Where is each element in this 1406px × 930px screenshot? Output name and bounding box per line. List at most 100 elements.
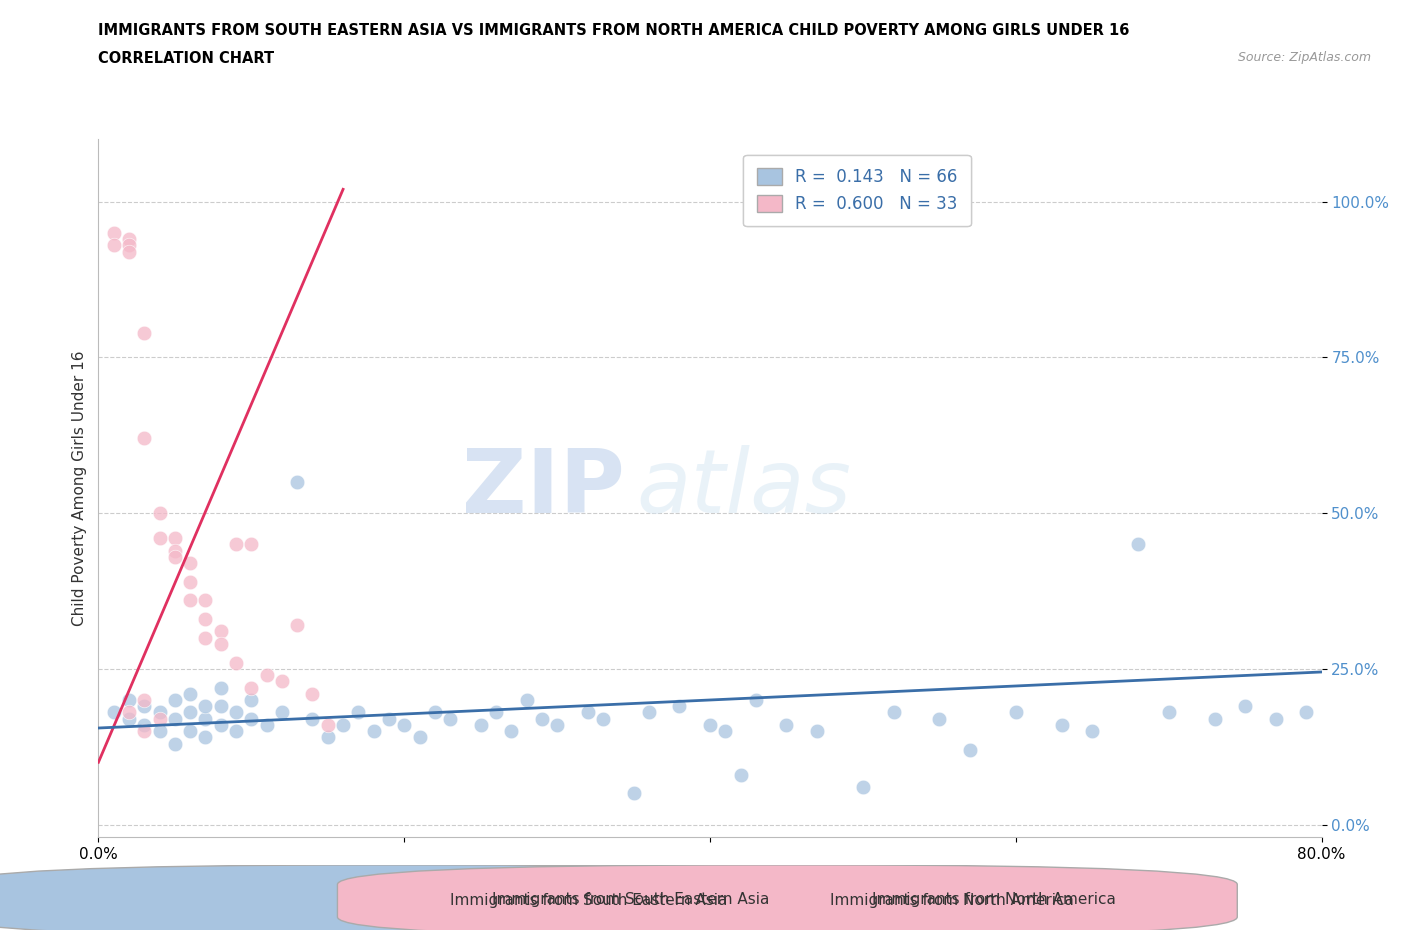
Point bbox=[1050, 717, 1073, 732]
Point bbox=[1157, 705, 1180, 720]
Point bbox=[179, 555, 201, 570]
Point bbox=[209, 717, 232, 732]
Point bbox=[118, 711, 141, 726]
Point bbox=[546, 717, 568, 732]
Text: CORRELATION CHART: CORRELATION CHART bbox=[98, 51, 274, 66]
Point bbox=[470, 717, 492, 732]
Point bbox=[347, 705, 370, 720]
Point bbox=[256, 717, 278, 732]
FancyBboxPatch shape bbox=[337, 865, 1237, 930]
Point bbox=[118, 238, 141, 253]
Point bbox=[194, 612, 217, 627]
Point bbox=[163, 711, 186, 726]
Point bbox=[240, 711, 263, 726]
Point bbox=[163, 693, 186, 708]
Point bbox=[285, 618, 308, 632]
Point bbox=[363, 724, 385, 738]
Point bbox=[301, 686, 323, 701]
Point bbox=[163, 737, 186, 751]
Point bbox=[501, 724, 523, 738]
Point bbox=[1128, 537, 1150, 551]
Text: IMMIGRANTS FROM SOUTH EASTERN ASIA VS IMMIGRANTS FROM NORTH AMERICA CHILD POVERT: IMMIGRANTS FROM SOUTH EASTERN ASIA VS IM… bbox=[98, 23, 1130, 38]
Point bbox=[959, 742, 981, 757]
Point bbox=[163, 543, 186, 558]
Point bbox=[149, 724, 172, 738]
Point bbox=[179, 724, 201, 738]
Point bbox=[270, 705, 292, 720]
Point bbox=[699, 717, 721, 732]
Point bbox=[225, 537, 247, 551]
Point bbox=[1081, 724, 1104, 738]
Point bbox=[270, 674, 292, 689]
Point bbox=[194, 631, 217, 645]
FancyBboxPatch shape bbox=[0, 865, 858, 930]
Point bbox=[1004, 705, 1026, 720]
Point bbox=[149, 705, 172, 720]
Point bbox=[209, 636, 232, 651]
Point bbox=[883, 705, 905, 720]
Point bbox=[392, 717, 416, 732]
Point bbox=[745, 693, 768, 708]
Point bbox=[225, 705, 247, 720]
Point bbox=[149, 711, 172, 726]
Point bbox=[179, 705, 201, 720]
Point bbox=[730, 767, 752, 782]
Point bbox=[209, 624, 232, 639]
Point bbox=[852, 779, 875, 794]
Point bbox=[179, 593, 201, 608]
Point bbox=[439, 711, 461, 726]
Legend: R =  0.143   N = 66, R =  0.600   N = 33: R = 0.143 N = 66, R = 0.600 N = 33 bbox=[744, 154, 970, 226]
Point bbox=[163, 531, 186, 546]
Point bbox=[118, 232, 141, 246]
Point bbox=[118, 245, 141, 259]
Point bbox=[423, 705, 446, 720]
Y-axis label: Child Poverty Among Girls Under 16: Child Poverty Among Girls Under 16 bbox=[72, 351, 87, 626]
Point bbox=[149, 506, 172, 521]
Point bbox=[179, 574, 201, 589]
Point bbox=[408, 730, 430, 745]
Point bbox=[530, 711, 553, 726]
Point bbox=[134, 724, 156, 738]
Text: Immigrants from South Eastern Asia: Immigrants from South Eastern Asia bbox=[492, 892, 769, 907]
Point bbox=[103, 705, 125, 720]
Point bbox=[592, 711, 614, 726]
Point bbox=[118, 705, 141, 720]
Point bbox=[118, 693, 141, 708]
Point bbox=[194, 711, 217, 726]
Point bbox=[714, 724, 737, 738]
Point bbox=[1204, 711, 1226, 726]
Point bbox=[316, 730, 339, 745]
Text: Immigrants from South Eastern Asia: Immigrants from South Eastern Asia bbox=[450, 893, 727, 909]
Point bbox=[134, 693, 156, 708]
Text: Source: ZipAtlas.com: Source: ZipAtlas.com bbox=[1237, 51, 1371, 64]
Point bbox=[103, 225, 125, 240]
Point bbox=[637, 705, 661, 720]
Point bbox=[209, 698, 232, 713]
Point bbox=[134, 431, 156, 445]
Text: Immigrants from North America: Immigrants from North America bbox=[830, 893, 1073, 909]
Point bbox=[378, 711, 401, 726]
Point bbox=[209, 680, 232, 695]
Point bbox=[806, 724, 828, 738]
Point bbox=[1295, 705, 1317, 720]
Point bbox=[485, 705, 508, 720]
Point bbox=[1234, 698, 1257, 713]
Point bbox=[163, 550, 186, 565]
Point bbox=[623, 786, 645, 801]
Point bbox=[668, 698, 690, 713]
Point bbox=[134, 717, 156, 732]
Point bbox=[256, 668, 278, 683]
Point bbox=[775, 717, 797, 732]
Text: Immigrants from North America: Immigrants from North America bbox=[872, 892, 1115, 907]
Point bbox=[316, 717, 339, 732]
Point bbox=[225, 655, 247, 670]
Point bbox=[1264, 711, 1286, 726]
Point bbox=[332, 717, 354, 732]
Point bbox=[301, 711, 323, 726]
Point bbox=[194, 730, 217, 745]
Text: atlas: atlas bbox=[637, 445, 852, 531]
Point bbox=[149, 531, 172, 546]
Point bbox=[285, 474, 308, 489]
Point bbox=[240, 537, 263, 551]
Point bbox=[928, 711, 950, 726]
